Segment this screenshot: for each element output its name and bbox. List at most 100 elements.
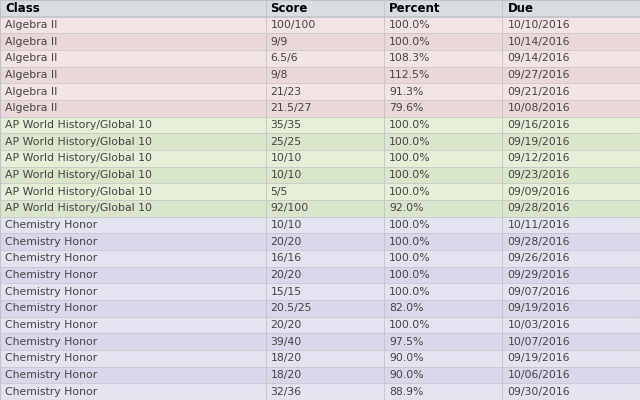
Text: 32/36: 32/36 xyxy=(271,387,301,397)
Text: 20/20: 20/20 xyxy=(271,320,302,330)
Text: Chemistry Honor: Chemistry Honor xyxy=(5,303,97,313)
Text: 09/12/2016: 09/12/2016 xyxy=(508,153,570,163)
Text: 100.0%: 100.0% xyxy=(389,153,431,163)
Text: Algebra II: Algebra II xyxy=(5,20,58,30)
Text: Chemistry Honor: Chemistry Honor xyxy=(5,370,97,380)
Text: 108.3%: 108.3% xyxy=(389,53,430,63)
Bar xyxy=(0,367,640,383)
Text: 09/07/2016: 09/07/2016 xyxy=(508,287,570,297)
Bar xyxy=(0,250,640,267)
Bar xyxy=(0,200,640,217)
Text: Score: Score xyxy=(271,2,308,15)
Text: Chemistry Honor: Chemistry Honor xyxy=(5,320,97,330)
Text: AP World History/Global 10: AP World History/Global 10 xyxy=(5,153,152,163)
Text: 09/21/2016: 09/21/2016 xyxy=(508,87,570,97)
Text: 88.9%: 88.9% xyxy=(389,387,424,397)
Text: 100.0%: 100.0% xyxy=(389,120,431,130)
Bar xyxy=(0,350,640,367)
Text: 25/25: 25/25 xyxy=(271,137,301,147)
Text: 10/10: 10/10 xyxy=(271,170,302,180)
Bar xyxy=(0,17,640,33)
Bar xyxy=(0,233,640,250)
Text: 9/9: 9/9 xyxy=(271,37,288,47)
Text: 39/40: 39/40 xyxy=(271,337,302,347)
Text: 9/8: 9/8 xyxy=(271,70,288,80)
Text: 10/11/2016: 10/11/2016 xyxy=(508,220,570,230)
Text: 100.0%: 100.0% xyxy=(389,137,431,147)
Text: 09/19/2016: 09/19/2016 xyxy=(508,137,570,147)
Text: 21.5/27: 21.5/27 xyxy=(271,103,312,113)
Text: 100.0%: 100.0% xyxy=(389,170,431,180)
Text: 09/27/2016: 09/27/2016 xyxy=(508,70,570,80)
Bar xyxy=(0,267,640,283)
Text: 90.0%: 90.0% xyxy=(389,353,424,363)
Text: 100.0%: 100.0% xyxy=(389,253,431,263)
Text: 18/20: 18/20 xyxy=(271,353,302,363)
Text: Algebra II: Algebra II xyxy=(5,87,58,97)
Text: 10/10/2016: 10/10/2016 xyxy=(508,20,570,30)
Text: 09/19/2016: 09/19/2016 xyxy=(508,353,570,363)
Text: 09/29/2016: 09/29/2016 xyxy=(508,270,570,280)
Text: 100.0%: 100.0% xyxy=(389,187,431,197)
Text: 09/30/2016: 09/30/2016 xyxy=(508,387,570,397)
Text: 20.5/25: 20.5/25 xyxy=(271,303,312,313)
Text: 10/07/2016: 10/07/2016 xyxy=(508,337,570,347)
Text: 09/19/2016: 09/19/2016 xyxy=(508,303,570,313)
Text: 90.0%: 90.0% xyxy=(389,370,424,380)
Text: 100.0%: 100.0% xyxy=(389,37,431,47)
Text: 09/09/2016: 09/09/2016 xyxy=(508,187,570,197)
Text: 10/10: 10/10 xyxy=(271,220,302,230)
Text: Chemistry Honor: Chemistry Honor xyxy=(5,287,97,297)
Text: Due: Due xyxy=(508,2,533,15)
Text: 20/20: 20/20 xyxy=(271,237,302,247)
Text: 16/16: 16/16 xyxy=(271,253,301,263)
Bar xyxy=(0,83,640,100)
Text: 92/100: 92/100 xyxy=(271,203,309,213)
Bar xyxy=(0,50,640,67)
Text: Chemistry Honor: Chemistry Honor xyxy=(5,237,97,247)
Text: 100.0%: 100.0% xyxy=(389,270,431,280)
Text: Algebra II: Algebra II xyxy=(5,103,58,113)
Text: 6.5/6: 6.5/6 xyxy=(271,53,298,63)
Text: 09/28/2016: 09/28/2016 xyxy=(508,203,570,213)
Text: AP World History/Global 10: AP World History/Global 10 xyxy=(5,170,152,180)
Text: Algebra II: Algebra II xyxy=(5,37,58,47)
Bar xyxy=(0,283,640,300)
Text: 09/14/2016: 09/14/2016 xyxy=(508,53,570,63)
Text: Percent: Percent xyxy=(389,2,440,15)
Bar xyxy=(0,133,640,150)
Text: Chemistry Honor: Chemistry Honor xyxy=(5,353,97,363)
Bar xyxy=(0,333,640,350)
Text: 15/15: 15/15 xyxy=(271,287,301,297)
Text: 112.5%: 112.5% xyxy=(389,70,430,80)
Bar xyxy=(0,183,640,200)
Text: Chemistry Honor: Chemistry Honor xyxy=(5,270,97,280)
Text: Chemistry Honor: Chemistry Honor xyxy=(5,337,97,347)
Bar xyxy=(0,167,640,183)
Text: Chemistry Honor: Chemistry Honor xyxy=(5,220,97,230)
Text: 09/16/2016: 09/16/2016 xyxy=(508,120,570,130)
Bar xyxy=(0,150,640,167)
Text: 91.3%: 91.3% xyxy=(389,87,424,97)
Text: 100.0%: 100.0% xyxy=(389,287,431,297)
Text: 97.5%: 97.5% xyxy=(389,337,424,347)
Text: 10/10: 10/10 xyxy=(271,153,302,163)
Text: 10/03/2016: 10/03/2016 xyxy=(508,320,570,330)
Text: 09/28/2016: 09/28/2016 xyxy=(508,237,570,247)
Text: Algebra II: Algebra II xyxy=(5,53,58,63)
Text: 20/20: 20/20 xyxy=(271,270,302,280)
Text: 5/5: 5/5 xyxy=(271,187,288,197)
Text: Class: Class xyxy=(5,2,40,15)
Text: 09/23/2016: 09/23/2016 xyxy=(508,170,570,180)
Text: 10/08/2016: 10/08/2016 xyxy=(508,103,570,113)
Bar xyxy=(0,317,640,333)
Text: 100.0%: 100.0% xyxy=(389,20,431,30)
Bar xyxy=(0,33,640,50)
Text: 18/20: 18/20 xyxy=(271,370,302,380)
Bar xyxy=(0,117,640,133)
Text: 82.0%: 82.0% xyxy=(389,303,424,313)
Text: 21/23: 21/23 xyxy=(271,87,301,97)
Text: AP World History/Global 10: AP World History/Global 10 xyxy=(5,187,152,197)
Text: 100/100: 100/100 xyxy=(271,20,316,30)
Text: Algebra II: Algebra II xyxy=(5,70,58,80)
